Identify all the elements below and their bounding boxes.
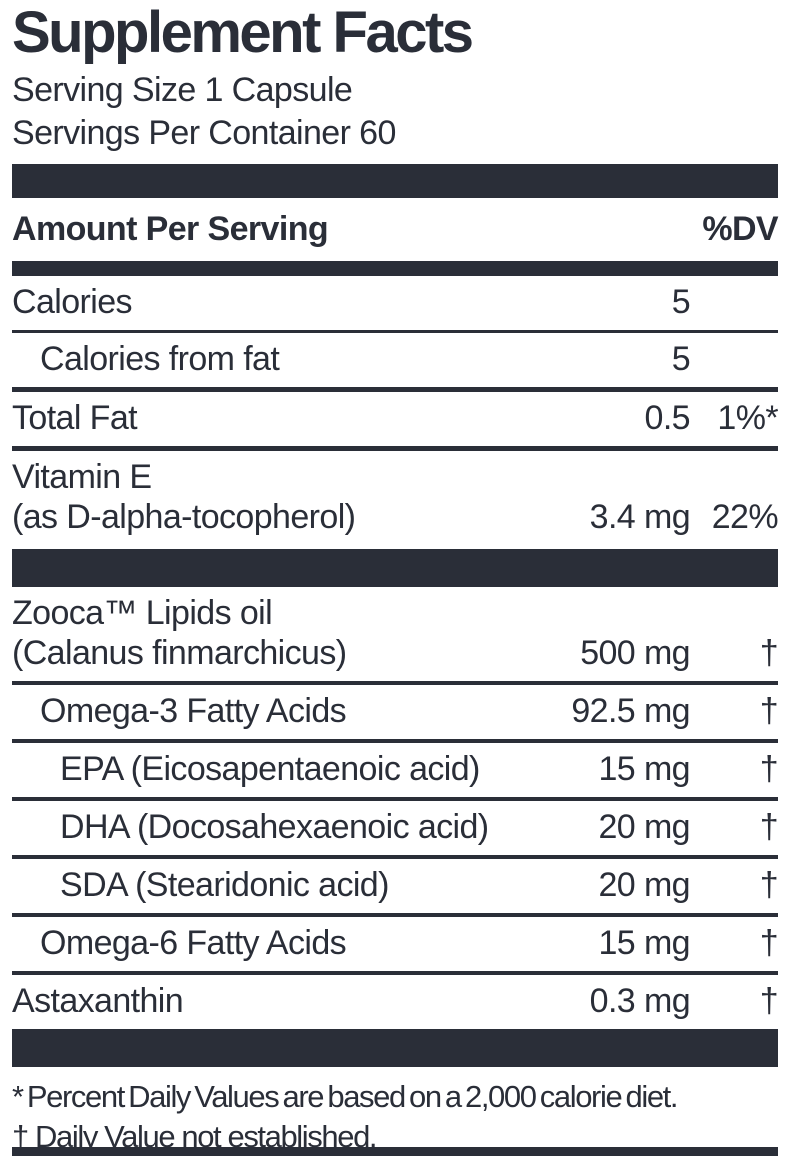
- nutrient-dv: †: [759, 923, 779, 962]
- nutrient-name: Total Fat: [12, 398, 138, 437]
- nutrient-dv: †: [759, 633, 779, 672]
- section-divider-top: [12, 163, 778, 198]
- serving-size: Serving Size 1 Capsule: [12, 70, 353, 109]
- nutrient-name: Zooca™ Lipids oil (Calanus finmarchicus): [12, 593, 347, 672]
- nutrient-name: SDA (Stearidonic acid): [60, 865, 389, 904]
- footnotes: * Percent Daily Values are based on a 2,…: [12, 1067, 778, 1157]
- nutrient-name: Vitamin E (as D-alpha-tocopherol): [12, 457, 356, 536]
- nutrient-amount: 5: [671, 282, 691, 321]
- section-divider-bottom: [12, 1147, 778, 1156]
- nutrient-amount: 5: [671, 339, 691, 378]
- nutrient-dv: †: [759, 749, 779, 788]
- nutrient-dv: 1%*: [717, 398, 778, 437]
- section-divider-macros: [12, 548, 778, 587]
- dv-column-label: %DV: [702, 209, 778, 248]
- nutrient-amount: 0.3 mg: [589, 981, 691, 1020]
- nutrient-amount: 15 mg: [598, 923, 691, 962]
- nutrient-amount: 500 mg: [580, 633, 690, 672]
- nutrient-amount: 3.4 mg: [589, 497, 691, 536]
- nutrient-amount: 20 mg: [598, 865, 691, 904]
- nutrient-name: Omega-6 Fatty Acids: [40, 923, 347, 962]
- nutrient-name: EPA (Eicosapentaenoic acid): [60, 749, 480, 788]
- nutrient-amount: 0.5: [644, 398, 691, 437]
- row-vitamin-e: Vitamin E (as D-alpha-tocopherol) 3.4 mg…: [12, 451, 779, 549]
- panel-title: Supplement Facts: [12, 0, 474, 65]
- nutrient-name: Calories from fat: [40, 339, 280, 378]
- nutrient-dv: 22%: [711, 497, 779, 536]
- nutrient-dv: †: [759, 981, 779, 1020]
- row-astaxanthin: Astaxanthin 0.3 mg †: [12, 975, 779, 1029]
- amount-per-serving-label: Amount Per Serving: [12, 209, 329, 248]
- row-calories: Calories 5: [12, 276, 778, 333]
- nutrient-dv: †: [759, 865, 779, 904]
- row-zooca-lipids-oil: Zooca™ Lipids oil (Calanus finmarchicus)…: [12, 587, 779, 685]
- section-divider-footnotes: [12, 1028, 778, 1067]
- nutrient-amount: 20 mg: [598, 807, 691, 846]
- footnote-daily-values: * Percent Daily Values are based on a 2,…: [12, 1078, 679, 1114]
- nutrient-name: Astaxanthin: [12, 981, 184, 1020]
- servings-per-container: Servings Per Container 60: [12, 113, 396, 152]
- section-divider-header: [12, 260, 778, 276]
- nutrient-name: Omega-3 Fatty Acids: [40, 691, 347, 730]
- table-header: Amount Per Serving %DV: [12, 198, 779, 261]
- nutrient-dv: †: [759, 691, 779, 730]
- nutrient-dv: †: [759, 807, 779, 846]
- nutrient-amount: 15 mg: [598, 749, 691, 788]
- nutrient-amount: 92.5 mg: [571, 691, 690, 730]
- row-total-fat: Total Fat 0.5 1%*: [12, 392, 779, 451]
- row-omega-3-fatty-acids: Omega-3 Fatty Acids 92.5 mg †: [12, 685, 779, 743]
- row-sda: SDA (Stearidonic acid) 20 mg †: [12, 859, 779, 917]
- nutrient-name: Calories: [12, 282, 133, 321]
- nutrient-name: DHA (Docosahexaenoic acid): [60, 807, 489, 846]
- row-dha: DHA (Docosahexaenoic acid) 20 mg †: [12, 801, 779, 859]
- row-epa: EPA (Eicosapentaenoic acid) 15 mg †: [12, 743, 779, 801]
- row-omega-6-fatty-acids: Omega-6 Fatty Acids 15 mg †: [12, 917, 779, 975]
- row-calories-from-fat: Calories from fat 5: [12, 333, 778, 392]
